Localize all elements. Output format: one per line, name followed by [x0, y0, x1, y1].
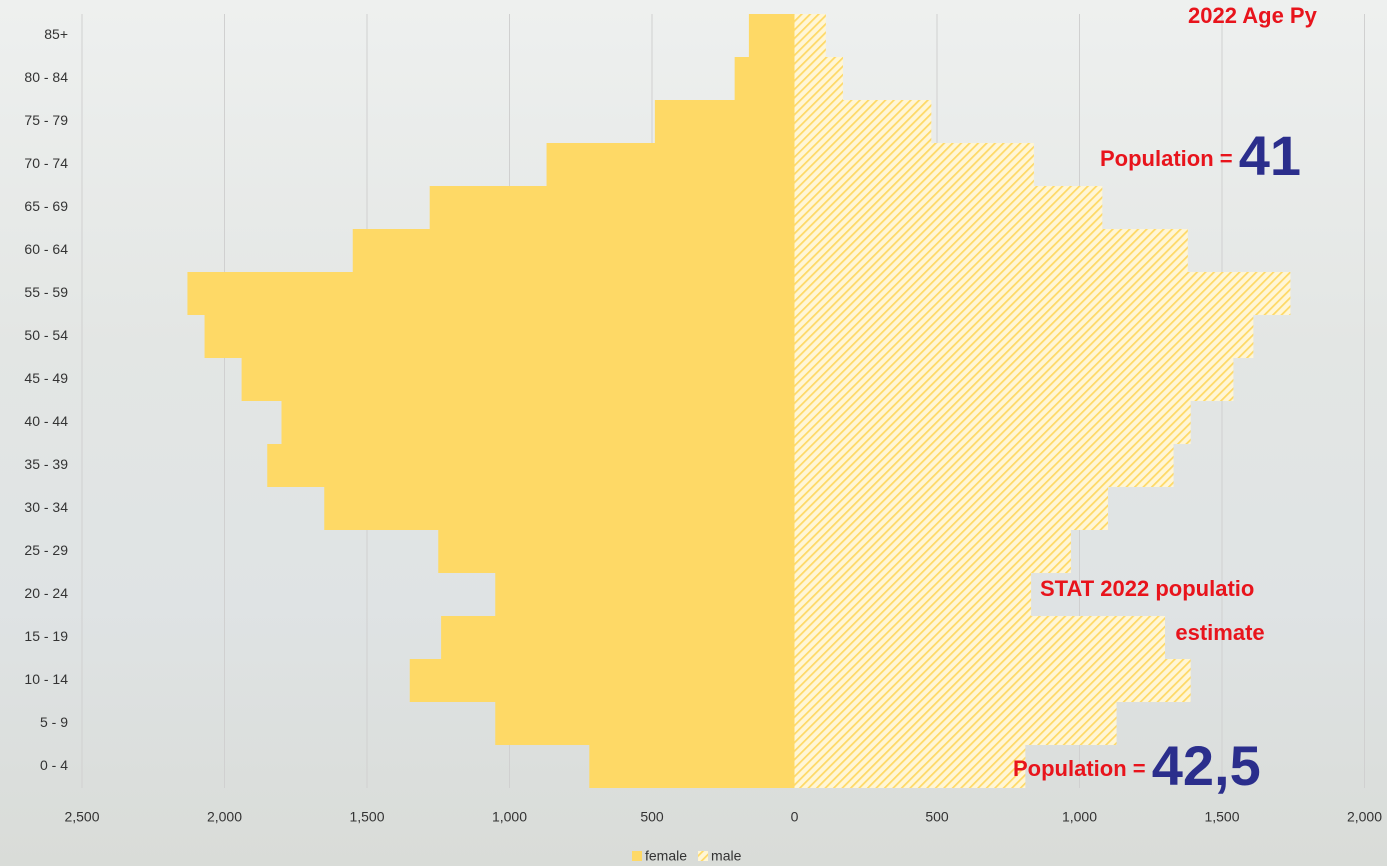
y-tick-label: 0 - 4: [40, 757, 68, 773]
annotation: 42,5: [1152, 734, 1261, 797]
bar: [589, 745, 794, 788]
y-tick-label: 55 - 59: [24, 284, 68, 300]
y-tick-label: 85+: [44, 26, 68, 42]
legend-label: female: [645, 848, 687, 864]
bar: [795, 401, 1191, 444]
y-tick-label: 70 - 74: [24, 155, 68, 171]
x-tick-label: 1,000: [1062, 809, 1097, 825]
y-tick-label: 5 - 9: [40, 714, 68, 730]
bar: [795, 57, 843, 100]
x-tick-label: 0: [791, 809, 799, 825]
x-tick-label: 2,000: [1347, 809, 1382, 825]
bar: [795, 573, 1032, 616]
y-tick-label: 65 - 69: [24, 198, 68, 214]
bar: [547, 143, 795, 186]
annotation: Population = 41: [1100, 124, 1301, 187]
chart: 2022 Age Py Population = 41 STAT 2022 po…: [0, 0, 1387, 866]
annotation: 41: [1239, 124, 1301, 187]
y-tick-label: 75 - 79: [24, 112, 68, 128]
bar: [795, 530, 1071, 573]
y-tick-label: 45 - 49: [24, 370, 68, 386]
bar: [495, 573, 794, 616]
bar: [441, 616, 794, 659]
legend-swatch: [698, 851, 708, 861]
x-tick-label: 1,500: [349, 809, 384, 825]
bar: [495, 702, 794, 745]
legend: female male: [632, 848, 742, 864]
x-tick-label: 1,000: [492, 809, 527, 825]
y-tick-label: 80 - 84: [24, 69, 68, 85]
bar: [267, 444, 794, 487]
bar: [795, 358, 1234, 401]
bar: [795, 315, 1254, 358]
bar: [187, 272, 794, 315]
bar: [749, 14, 795, 57]
bar: [353, 229, 795, 272]
annotation: STAT 2022 populatio: [1040, 576, 1254, 601]
y-tick-label: 50 - 54: [24, 327, 68, 343]
bar: [282, 401, 795, 444]
bar: [655, 100, 795, 143]
y-tick-label: 25 - 29: [24, 542, 68, 558]
y-tick-label: 40 - 44: [24, 413, 68, 429]
bar: [795, 186, 1103, 229]
x-tick-label: 1,500: [1204, 809, 1239, 825]
x-tick-label: 2,500: [64, 809, 99, 825]
bar: [795, 272, 1291, 315]
y-tick-label: 30 - 34: [24, 499, 68, 515]
legend-label: male: [711, 848, 742, 864]
page: {"chart_data": { "type": "pyramid", "cat…: [0, 0, 1387, 866]
annotation: Population =: [1100, 146, 1239, 171]
bar: [795, 14, 826, 57]
bar: [795, 745, 1026, 788]
y-tick-label: 20 - 24: [24, 585, 68, 601]
y-tick-label: 60 - 64: [24, 241, 68, 257]
bar: [795, 659, 1191, 702]
y-tick-label: 15 - 19: [24, 628, 68, 644]
y-tick-label: 10 - 14: [24, 671, 68, 687]
bar: [795, 100, 932, 143]
y-tick-label: 35 - 39: [24, 456, 68, 472]
bar: [795, 229, 1188, 272]
x-tick-label: 500: [925, 809, 949, 825]
bar: [438, 530, 794, 573]
bar: [795, 143, 1034, 186]
bar: [205, 315, 795, 358]
bar: [795, 702, 1117, 745]
x-tick-label: 500: [640, 809, 664, 825]
bar: [795, 444, 1174, 487]
annotation: 2022 Age Py: [1188, 3, 1318, 28]
annotation: estimate: [1175, 620, 1264, 645]
bar: [410, 659, 795, 702]
bar: [735, 57, 795, 100]
x-tick-label: 2,000: [207, 809, 242, 825]
bar: [430, 186, 795, 229]
bar: [795, 616, 1166, 659]
legend-swatch: [632, 851, 642, 861]
annotation: Population =: [1013, 756, 1152, 781]
bar: [795, 487, 1109, 530]
bar: [324, 487, 794, 530]
bar: [242, 358, 795, 401]
